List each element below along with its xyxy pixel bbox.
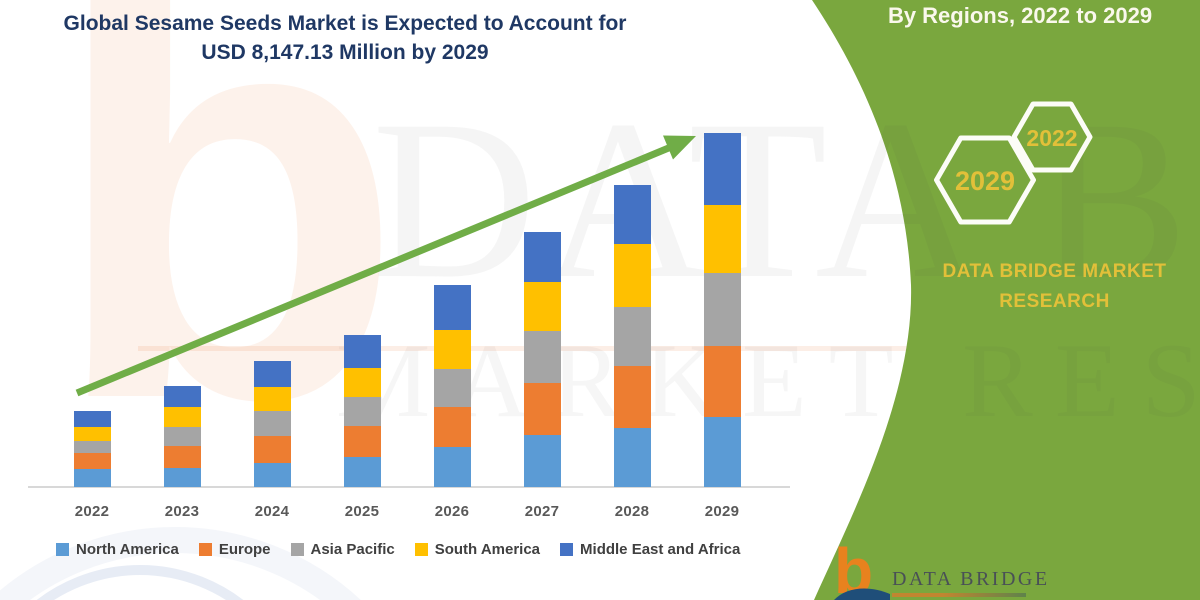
legend-swatch-middle-east-africa <box>560 543 574 556</box>
bar-2022-segment-middle-east-and-africa <box>73 410 111 427</box>
hexagon-2029-label: 2029 <box>954 166 1016 196</box>
bar-2025-segment-asia-pacific <box>343 396 381 426</box>
legend-item-north-america: North America <box>56 541 179 558</box>
bar-2023-segment-europe <box>163 446 201 468</box>
bar-2028-segment-north-america <box>613 428 651 487</box>
footer-logo-underline <box>892 593 1026 597</box>
legend-label-europe: Europe <box>218 541 271 558</box>
footer-logo-name: DATA BRIDGE <box>892 568 1050 590</box>
legend-label-south-america: South America <box>434 541 541 558</box>
legend-label-asia-pacific: Asia Pacific <box>310 541 395 558</box>
x-axis-label-2025: 2025 <box>344 503 380 520</box>
x-axis-label-2028: 2028 <box>614 503 650 520</box>
legend-item-asia-pacific: Asia Pacific <box>290 541 395 558</box>
chart-title: Global Sesame Seeds Market is Expected t… <box>35 9 655 67</box>
x-axis-label-2022: 2022 <box>74 503 110 520</box>
bar-2023-segment-north-america <box>163 467 201 487</box>
legend-label-middle-east-africa: Middle East and Africa <box>580 541 741 558</box>
bar-2022-segment-south-america <box>73 426 111 441</box>
legend-item-south-america: South America <box>414 541 541 558</box>
bar-2029-segment-europe <box>703 346 741 417</box>
chart-title-line2: USD 8,147.13 Million by 2029 <box>201 41 489 64</box>
brand-text-line1: DATA BRIDGE MARKET <box>942 261 1167 282</box>
hexagon-2022 <box>1011 101 1093 173</box>
legend-swatch-europe <box>198 543 212 556</box>
x-axis-label-2027: 2027 <box>524 503 560 520</box>
bar-2025-segment-north-america <box>343 456 381 487</box>
chart-title-line1: Global Sesame Seeds Market is Expected t… <box>63 12 627 35</box>
legend-swatch-asia-pacific <box>290 543 304 556</box>
bar-2026-segment-north-america <box>433 446 471 487</box>
bar-2029-segment-south-america <box>703 205 741 273</box>
bar-2026-segment-europe <box>433 406 471 447</box>
x-axis-label-2024: 2024 <box>254 503 290 520</box>
brand-text-line2: RESEARCH <box>999 291 1110 312</box>
bar-2023-segment-south-america <box>163 406 201 427</box>
bar-2022 <box>73 410 111 487</box>
side-panel-heading: By Regions, 2022 to 2029 <box>887 3 1153 28</box>
side-panel-brand-text: DATA BRIDGE MARKET RESEARCH <box>912 257 1197 317</box>
bar-2029-segment-middle-east-and-africa <box>703 133 741 206</box>
bar-2029 <box>703 133 741 487</box>
legend-item-europe: Europe <box>198 541 271 558</box>
chart-legend: North America Europe Asia Pacific South … <box>56 541 740 558</box>
legend-label-north-america: North America <box>76 541 179 558</box>
bar-2029-segment-asia-pacific <box>703 272 741 347</box>
bar-2022-segment-north-america <box>73 469 111 487</box>
bar-2024-segment-europe <box>253 435 291 463</box>
x-axis-line <box>28 486 790 488</box>
x-axis-label-2023: 2023 <box>164 503 200 520</box>
bar-2027-segment-north-america <box>523 435 561 487</box>
bar-2022-segment-asia-pacific <box>73 440 111 454</box>
x-axis-label-2029: 2029 <box>704 503 740 520</box>
x-axis-label-2026: 2026 <box>434 503 470 520</box>
bar-2024-segment-asia-pacific <box>253 410 291 436</box>
legend-swatch-north-america <box>56 543 69 556</box>
bar-2024-segment-north-america <box>253 462 291 487</box>
hexagon-2022-label: 2022 <box>1026 125 1078 151</box>
legend-swatch-south-america <box>414 543 428 556</box>
hexagon-2029 <box>934 135 1036 225</box>
bar-2029-segment-north-america <box>703 416 741 487</box>
legend-item-middle-east-africa: Middle East and Africa <box>560 541 740 558</box>
bar-2025-segment-europe <box>343 425 381 457</box>
bar-2023-segment-asia-pacific <box>163 426 201 447</box>
bar-2022-segment-europe <box>73 453 111 470</box>
